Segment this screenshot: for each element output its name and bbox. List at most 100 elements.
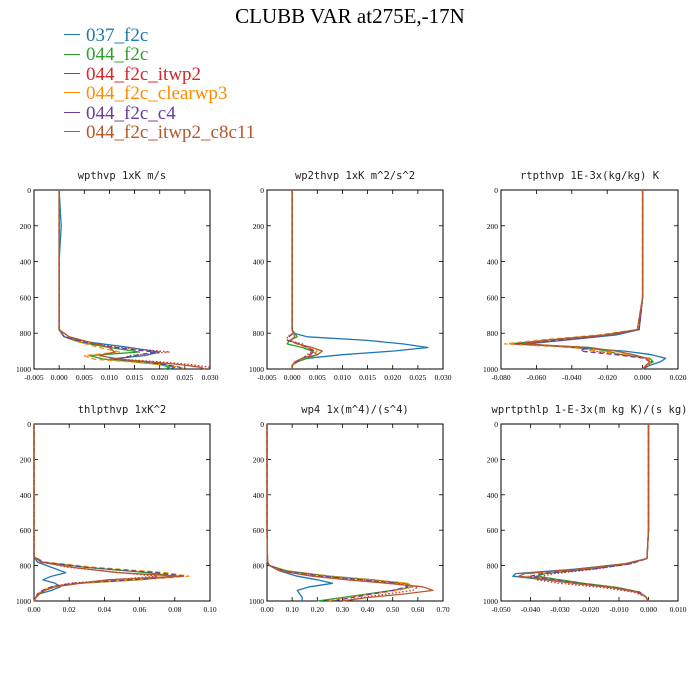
series-line: [266, 424, 414, 602]
panel-title: thlpthvp 1xK^2: [78, 404, 167, 416]
y-tick-label: 600: [253, 526, 265, 535]
x-tick-label: 0.010: [101, 373, 118, 382]
legend-item: 044_f2c_clearwp3: [64, 84, 255, 103]
legend-line-swatch: [64, 111, 80, 113]
x-tick-label: -0.010: [609, 605, 629, 614]
x-tick-label: 0.020: [384, 373, 401, 382]
panel-title: rtpthvp 1E-3x(kg/kg) K: [520, 170, 660, 182]
series-line: [266, 424, 419, 602]
y-tick-label: 600: [253, 293, 265, 302]
y-tick-label: 800: [487, 329, 499, 338]
legend-line-swatch: [64, 72, 80, 74]
legend-item: 044_f2c: [64, 45, 255, 65]
series-line: [291, 190, 429, 369]
x-tick-label: 0.025: [176, 373, 193, 382]
plot-frame: [33, 189, 211, 370]
y-tick-label: 800: [253, 562, 265, 571]
x-tick-label: -0.020: [580, 605, 600, 614]
x-tick-label: 0.005: [309, 373, 326, 382]
series-line: [58, 190, 171, 370]
legend-label: 037_f2c: [86, 25, 149, 46]
panel-title: wp4 1x(m^4)/(s^4): [301, 404, 408, 416]
x-tick-label: 0.000: [284, 373, 301, 382]
series-line: [535, 424, 650, 602]
series-line: [289, 190, 323, 369]
legend-label: 044_f2c_itwp2: [86, 63, 202, 85]
x-tick-label: 0.02: [63, 605, 76, 614]
y-tick-label: 0: [260, 420, 264, 429]
y-tick-label: 800: [20, 562, 32, 571]
x-tick-label: -0.020: [598, 373, 618, 382]
x-tick-label: 0.00: [260, 605, 273, 614]
x-tick-label: 0.015: [359, 373, 376, 382]
x-tick-label: 0.000: [634, 373, 651, 382]
series-line: [512, 424, 650, 602]
y-tick-label: 200: [20, 222, 32, 231]
x-tick-label: 0.40: [361, 605, 374, 614]
plot-frame: [500, 423, 679, 602]
panel-title: wp2thvp 1xK m^2/s^2: [295, 170, 415, 182]
x-tick-label: 0.015: [126, 373, 143, 382]
legend-item: 037_f2c: [64, 26, 255, 45]
x-tick-label: 0.025: [409, 373, 426, 382]
x-tick-label: 0.030: [435, 373, 452, 382]
y-tick-label: 1000: [483, 597, 498, 606]
y-tick-label: 200: [487, 455, 499, 464]
y-tick-label: 400: [20, 491, 32, 500]
y-tick-label: 0: [494, 186, 498, 195]
series-line: [266, 424, 409, 602]
y-tick-label: 1000: [249, 597, 264, 606]
legend-line-swatch: [64, 34, 80, 36]
x-tick-label: 0.10: [286, 605, 299, 614]
x-tick-label: 0.030: [202, 373, 219, 382]
y-tick-label: 800: [253, 329, 265, 338]
series-line: [526, 424, 650, 602]
legend-label: 044_f2c_clearwp3: [86, 83, 228, 105]
x-tick-label: 0.000: [640, 605, 657, 614]
y-tick-label: 400: [253, 491, 265, 500]
legend-item: 044_f2c_c4: [64, 102, 255, 124]
x-tick-label: -0.060: [527, 373, 547, 382]
y-tick-label: 400: [487, 491, 499, 500]
y-tick-label: 1000: [483, 365, 498, 374]
y-tick-label: 200: [253, 455, 265, 464]
x-tick-label: -0.080: [491, 373, 511, 382]
x-tick-label: -0.005: [24, 373, 44, 382]
x-tick-label: 0.010: [670, 605, 687, 614]
y-tick-label: 0: [260, 186, 264, 195]
legend-item: 044_f2c_itwp2_c8c11: [64, 123, 255, 142]
legend-line-swatch: [64, 131, 80, 133]
legend-label: 044_f2c_c4: [86, 102, 176, 124]
x-tick-label: 0.000: [51, 373, 68, 382]
y-tick-label: 200: [253, 222, 265, 231]
series-line: [266, 424, 434, 602]
x-tick-label: 0.020: [151, 373, 168, 382]
y-tick-label: 1000: [16, 365, 31, 374]
series-line: [58, 190, 181, 369]
y-tick-label: 600: [487, 526, 499, 535]
y-tick-label: 0: [27, 420, 31, 429]
x-tick-label: -0.005: [257, 373, 277, 382]
legend-label: 044_f2c_itwp2_c8c11: [86, 122, 256, 144]
y-tick-label: 600: [487, 293, 499, 302]
x-tick-label: 0.06: [133, 605, 146, 614]
y-tick-label: 0: [494, 420, 498, 429]
legend-line-swatch: [64, 92, 80, 94]
x-tick-label: -0.050: [491, 605, 511, 614]
y-tick-label: 0: [27, 186, 31, 195]
y-tick-label: 1000: [16, 597, 31, 606]
y-tick-label: 200: [20, 455, 32, 464]
x-tick-label: -0.030: [550, 605, 570, 614]
series-line: [33, 424, 67, 602]
y-tick-label: 1000: [249, 365, 264, 374]
x-tick-label: 0.30: [336, 605, 349, 614]
figure-title: CLUBB VAR at275E,-17N: [235, 4, 465, 28]
y-tick-label: 600: [20, 293, 32, 302]
panel-title: wpthvp 1xK m/s: [78, 170, 167, 182]
y-tick-label: 400: [20, 258, 32, 267]
y-tick-label: 600: [20, 526, 32, 535]
y-tick-label: 200: [487, 222, 499, 231]
y-tick-label: 800: [20, 329, 32, 338]
